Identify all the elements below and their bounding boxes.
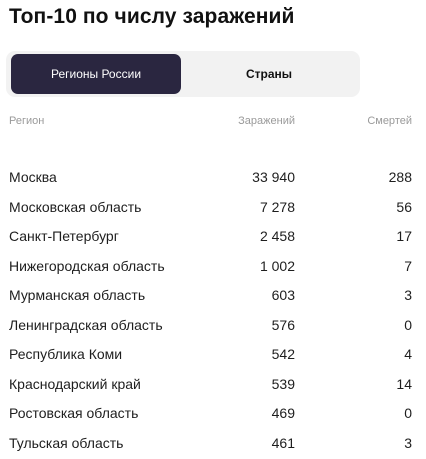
row-deaths: 56 (396, 198, 412, 215)
row-region: Нижегородская область (9, 257, 165, 274)
row-cases: 1 002 (259, 257, 295, 274)
table-row: Московская область 7 278 56 (0, 193, 426, 223)
row-region: Тульская область (9, 434, 124, 451)
row-cases: 603 (271, 287, 295, 303)
row-cases: 33 940 (252, 169, 295, 185)
row-region: Краснодарский край (9, 375, 141, 392)
table-header: Регион Заражений Смертей (0, 115, 426, 133)
row-deaths: 3 (404, 287, 412, 303)
row-cases: 542 (271, 346, 295, 362)
row-deaths: 0 (404, 405, 412, 421)
row-cases: 7 278 (259, 198, 295, 215)
tab-countries[interactable]: Страны (245, 67, 293, 81)
row-cases: 2 458 (259, 228, 295, 244)
table-row: Мурманская область 603 3 (0, 281, 426, 311)
tab-bar: Регионы России Страны (6, 51, 360, 97)
table-body: Москва 33 940 288 Московская область 7 2… (0, 163, 426, 458)
row-cases: 539 (271, 375, 295, 392)
row-region: Мурманская область (9, 287, 146, 303)
row-deaths: 288 (388, 169, 412, 185)
header-deaths: Смертей (367, 115, 412, 127)
row-region: Санкт-Петербург (9, 228, 119, 244)
row-cases: 469 (271, 405, 295, 421)
row-deaths: 4 (404, 346, 412, 362)
page-title: Топ-10 по числу заражений (9, 5, 295, 28)
table-row: Нижегородская область 1 002 7 (0, 252, 426, 282)
row-deaths: 7 (404, 257, 412, 274)
row-cases: 461 (271, 434, 295, 451)
row-deaths: 3 (404, 434, 412, 451)
row-region: Москва (9, 169, 57, 185)
table-row: Тульская область 461 3 (0, 429, 426, 459)
table-row: Ленинградская область 576 0 (0, 311, 426, 341)
header-cases: Заражений (238, 115, 295, 127)
row-region: Московская область (9, 198, 142, 215)
row-deaths: 14 (396, 375, 412, 392)
row-region: Ростовская область (9, 405, 139, 421)
row-region: Ленинградская область (9, 316, 163, 333)
table-row: Москва 33 940 288 (0, 163, 426, 193)
table-row: Санкт-Петербург 2 458 17 (0, 222, 426, 252)
row-deaths: 0 (404, 316, 412, 333)
row-cases: 576 (271, 316, 295, 333)
table-row: Ростовская область 469 0 (0, 399, 426, 429)
header-region: Регион (9, 115, 45, 127)
row-region: Республика Коми (9, 346, 123, 362)
table-row: Республика Коми 542 4 (0, 340, 426, 370)
table-row: Краснодарский край 539 14 (0, 370, 426, 400)
tab-russia-regions[interactable]: Регионы России (11, 54, 181, 94)
row-deaths: 17 (396, 228, 412, 244)
